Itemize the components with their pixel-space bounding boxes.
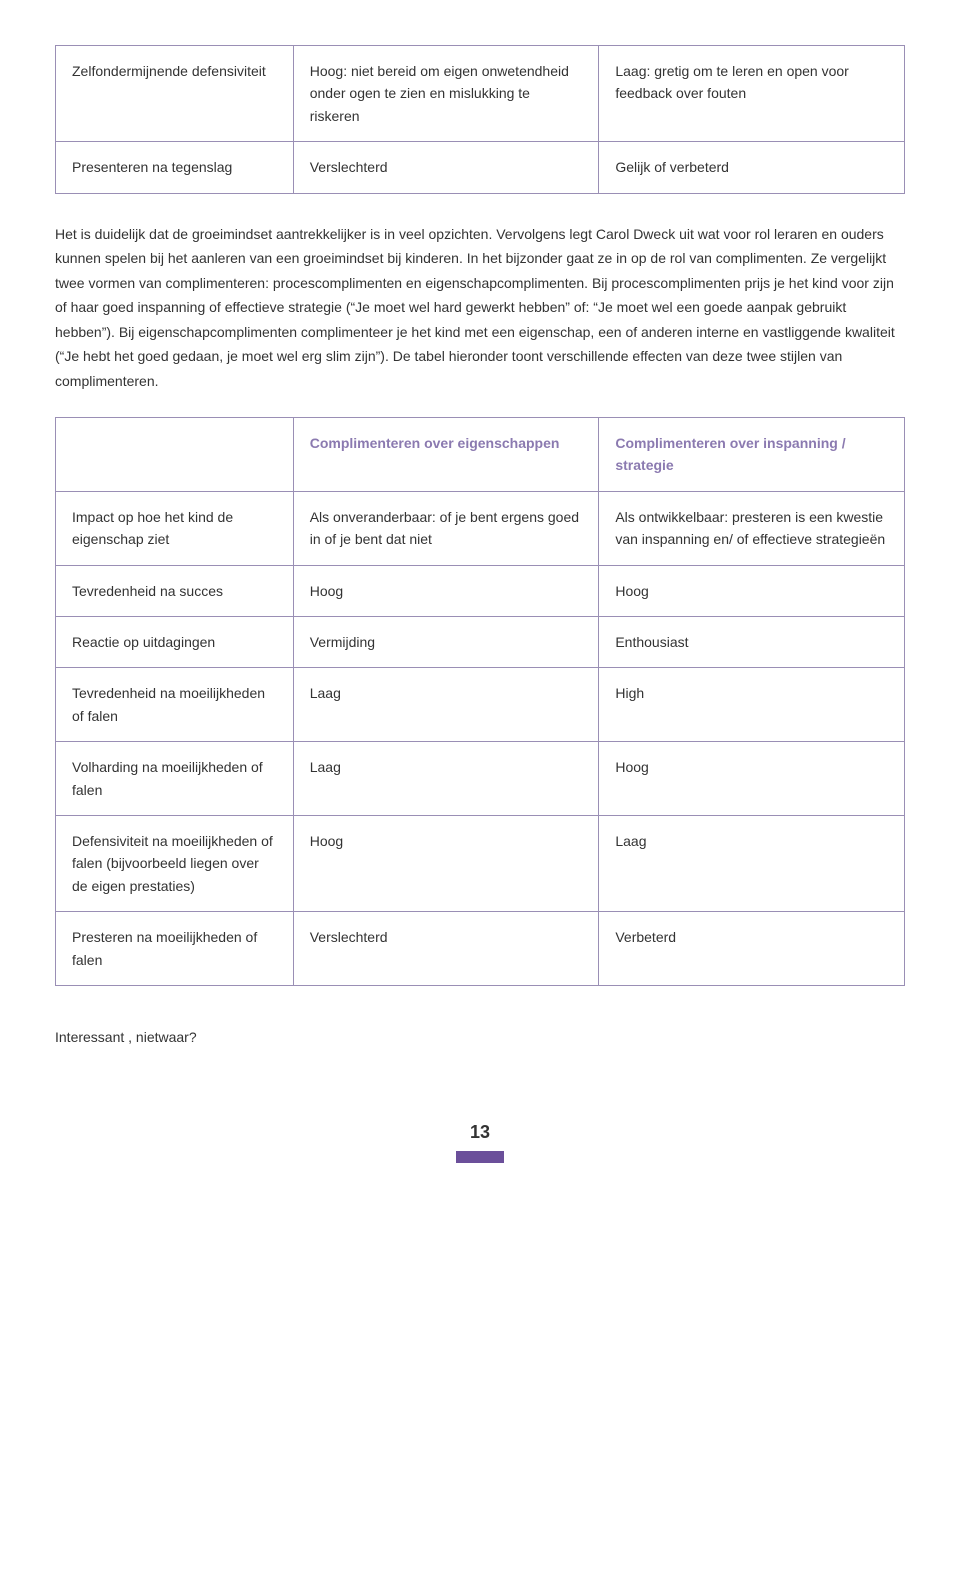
cell: Verslechterd: [293, 142, 599, 193]
cell: Hoog: niet bereid om eigen onwetendheid …: [293, 46, 599, 142]
table-row: Zelfondermijnende defensiviteit Hoog: ni…: [56, 46, 905, 142]
cell: Hoog: [293, 815, 599, 911]
table-row: Defensiviteit na moeilijkheden of falen …: [56, 815, 905, 911]
cell: Als onveranderbaar: of je bent ergens go…: [293, 491, 599, 565]
cell: Impact op hoe het kind de eigenschap zie…: [56, 491, 294, 565]
header-cell: [56, 418, 294, 492]
page-footer: 13: [55, 1118, 905, 1163]
cell: Laag: [599, 815, 905, 911]
closing-text: Interessant , nietwaar?: [55, 1026, 905, 1048]
cell: Presteren na moeilijkheden of falen: [56, 912, 294, 986]
header-cell: Complimenteren over eigenschappen: [293, 418, 599, 492]
cell: Vermijding: [293, 617, 599, 668]
table-row: Reactie op uitdagingen Vermijding Enthou…: [56, 617, 905, 668]
cell: Laag: [293, 668, 599, 742]
table-row: Presenteren na tegenslag Verslechterd Ge…: [56, 142, 905, 193]
cell: Als ontwikkelbaar: presteren is een kwes…: [599, 491, 905, 565]
cell: Laag: [293, 742, 599, 816]
mindset-table: Zelfondermijnende defensiviteit Hoog: ni…: [55, 45, 905, 194]
cell: Hoog: [293, 565, 599, 616]
table-row: Impact op hoe het kind de eigenschap zie…: [56, 491, 905, 565]
accent-bar: [456, 1151, 504, 1163]
cell: Volharding na moeilijkheden of falen: [56, 742, 294, 816]
cell: Reactie op uitdagingen: [56, 617, 294, 668]
table-row: Presteren na moeilijkheden of falen Vers…: [56, 912, 905, 986]
cell: Gelijk of verbeterd: [599, 142, 905, 193]
body-paragraph: Het is duidelijk dat de groeimindset aan…: [55, 222, 905, 394]
table-row: Tevredenheid na moeilijkheden of falen L…: [56, 668, 905, 742]
table-row: Volharding na moeilijkheden of falen Laa…: [56, 742, 905, 816]
cell: Enthousiast: [599, 617, 905, 668]
cell: Tevredenheid na moeilijkheden of falen: [56, 668, 294, 742]
compliment-table: Complimenteren over eigenschappen Compli…: [55, 417, 905, 986]
cell: Presenteren na tegenslag: [56, 142, 294, 193]
header-cell: Complimenteren over inspanning / strateg…: [599, 418, 905, 492]
table-row: Tevredenheid na succes Hoog Hoog: [56, 565, 905, 616]
cell: Hoog: [599, 742, 905, 816]
page-number: 13: [470, 1118, 490, 1147]
cell: Tevredenheid na succes: [56, 565, 294, 616]
cell: Defensiviteit na moeilijkheden of falen …: [56, 815, 294, 911]
table-header-row: Complimenteren over eigenschappen Compli…: [56, 418, 905, 492]
cell: Verslechterd: [293, 912, 599, 986]
cell: High: [599, 668, 905, 742]
cell: Hoog: [599, 565, 905, 616]
cell: Laag: gretig om te leren en open voor fe…: [599, 46, 905, 142]
cell: Zelfondermijnende defensiviteit: [56, 46, 294, 142]
cell: Verbeterd: [599, 912, 905, 986]
